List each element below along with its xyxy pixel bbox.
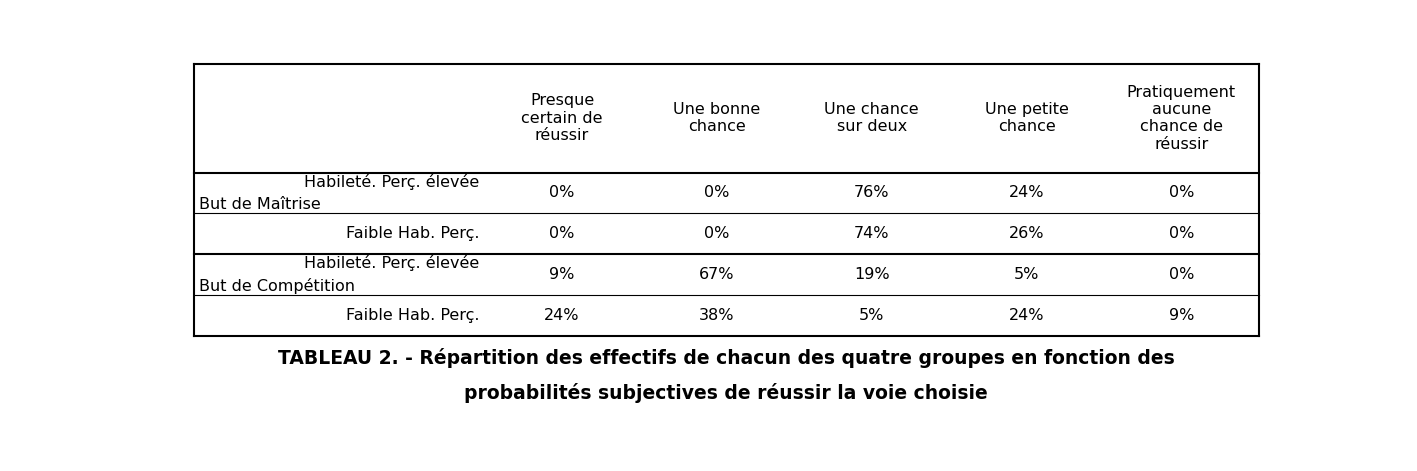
Text: Une bonne
chance: Une bonne chance [673,102,761,134]
Text: 9%: 9% [1169,308,1195,323]
Text: 26%: 26% [1009,226,1044,241]
Text: 9%: 9% [550,267,575,282]
Text: But de Compétition: But de Compétition [198,278,356,294]
Text: Faible Hab. Perç.: Faible Hab. Perç. [346,226,479,241]
Text: 0%: 0% [550,226,575,241]
Text: Pratiquement
aucune
chance de
réussir: Pratiquement aucune chance de réussir [1127,85,1236,152]
Text: 76%: 76% [854,186,890,201]
Text: 24%: 24% [544,308,580,323]
Text: 38%: 38% [699,308,734,323]
Text: 19%: 19% [854,267,890,282]
Text: Habileté. Perç. élevée: Habileté. Perç. élevée [303,173,479,189]
Text: TABLEAU 2. - Répartition des effectifs de chacun des quatre groupes en fonction : TABLEAU 2. - Répartition des effectifs d… [278,349,1175,368]
Text: Faible Hab. Perç.: Faible Hab. Perç. [346,308,479,323]
Text: 74%: 74% [854,226,890,241]
Text: 0%: 0% [1169,226,1195,241]
Text: probabilités subjectives de réussir la voie choisie: probabilités subjectives de réussir la v… [465,383,988,403]
Text: 24%: 24% [1009,186,1044,201]
Text: 67%: 67% [699,267,734,282]
Text: 5%: 5% [1015,267,1039,282]
Text: 5%: 5% [859,308,884,323]
Text: Une petite
chance: Une petite chance [985,102,1068,134]
Text: 0%: 0% [704,186,730,201]
Text: But de Maîtrise: But de Maîtrise [198,197,320,212]
Text: 0%: 0% [1169,267,1195,282]
Text: 24%: 24% [1009,308,1044,323]
Text: Presque
certain de
réussir: Presque certain de réussir [521,93,602,143]
Text: 0%: 0% [550,186,575,201]
Text: Habileté. Perç. élevée: Habileté. Perç. élevée [303,255,479,271]
Text: Une chance
sur deux: Une chance sur deux [825,102,920,134]
Text: 0%: 0% [704,226,730,241]
Text: 0%: 0% [1169,186,1195,201]
